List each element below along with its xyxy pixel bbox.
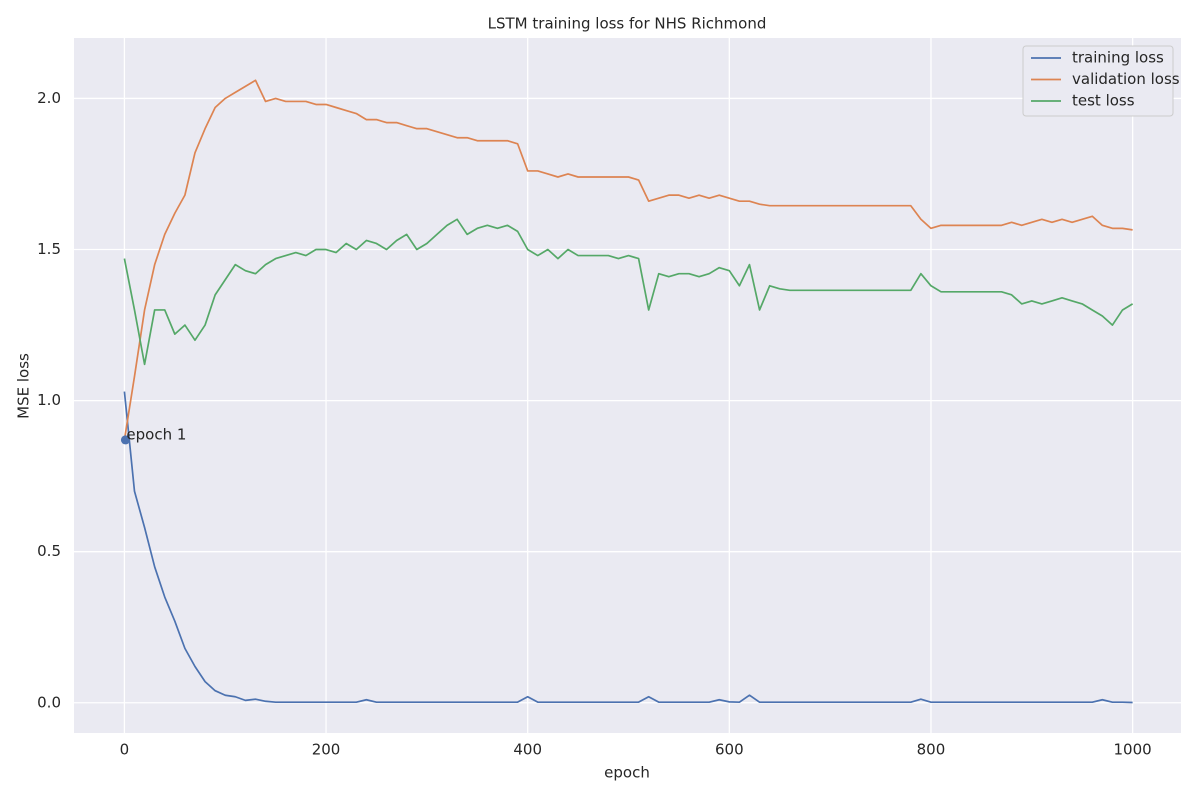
legend: training loss validation loss test loss — [1022, 45, 1180, 117]
series-line — [123, 79, 1133, 441]
legend-label: validation loss — [1072, 70, 1180, 88]
y-tick-label: 1.5 — [37, 240, 61, 258]
plot-area — [74, 38, 1181, 733]
legend-box — [1022, 45, 1174, 117]
y-tick-label: 1.0 — [37, 391, 61, 409]
y-axis-label: MSE loss — [15, 353, 33, 419]
x-axis-label: epoch — [604, 764, 650, 782]
legend-label: test loss — [1072, 92, 1135, 110]
x-tick-label: 0 — [120, 741, 130, 759]
x-tick-label: 600 — [715, 741, 744, 759]
series-line — [123, 218, 1134, 366]
legend-label: training loss — [1072, 49, 1164, 67]
lines — [123, 79, 1134, 704]
y-tick-label: 0.0 — [37, 693, 61, 711]
x-tick-label: 200 — [312, 741, 341, 759]
x-tick-label: 1000 — [1114, 741, 1152, 759]
x-tick-label: 800 — [917, 741, 946, 759]
y-tick-label: 0.5 — [37, 542, 61, 560]
grid — [74, 38, 1181, 733]
chart-title: LSTM training loss for NHS Richmond — [488, 15, 767, 33]
annotation-text: epoch 1 — [126, 425, 186, 443]
y-tick-label: 2.0 — [37, 89, 61, 107]
annotation-point — [120, 435, 130, 445]
series-line — [123, 391, 1133, 704]
x-tick-label: 400 — [513, 741, 542, 759]
